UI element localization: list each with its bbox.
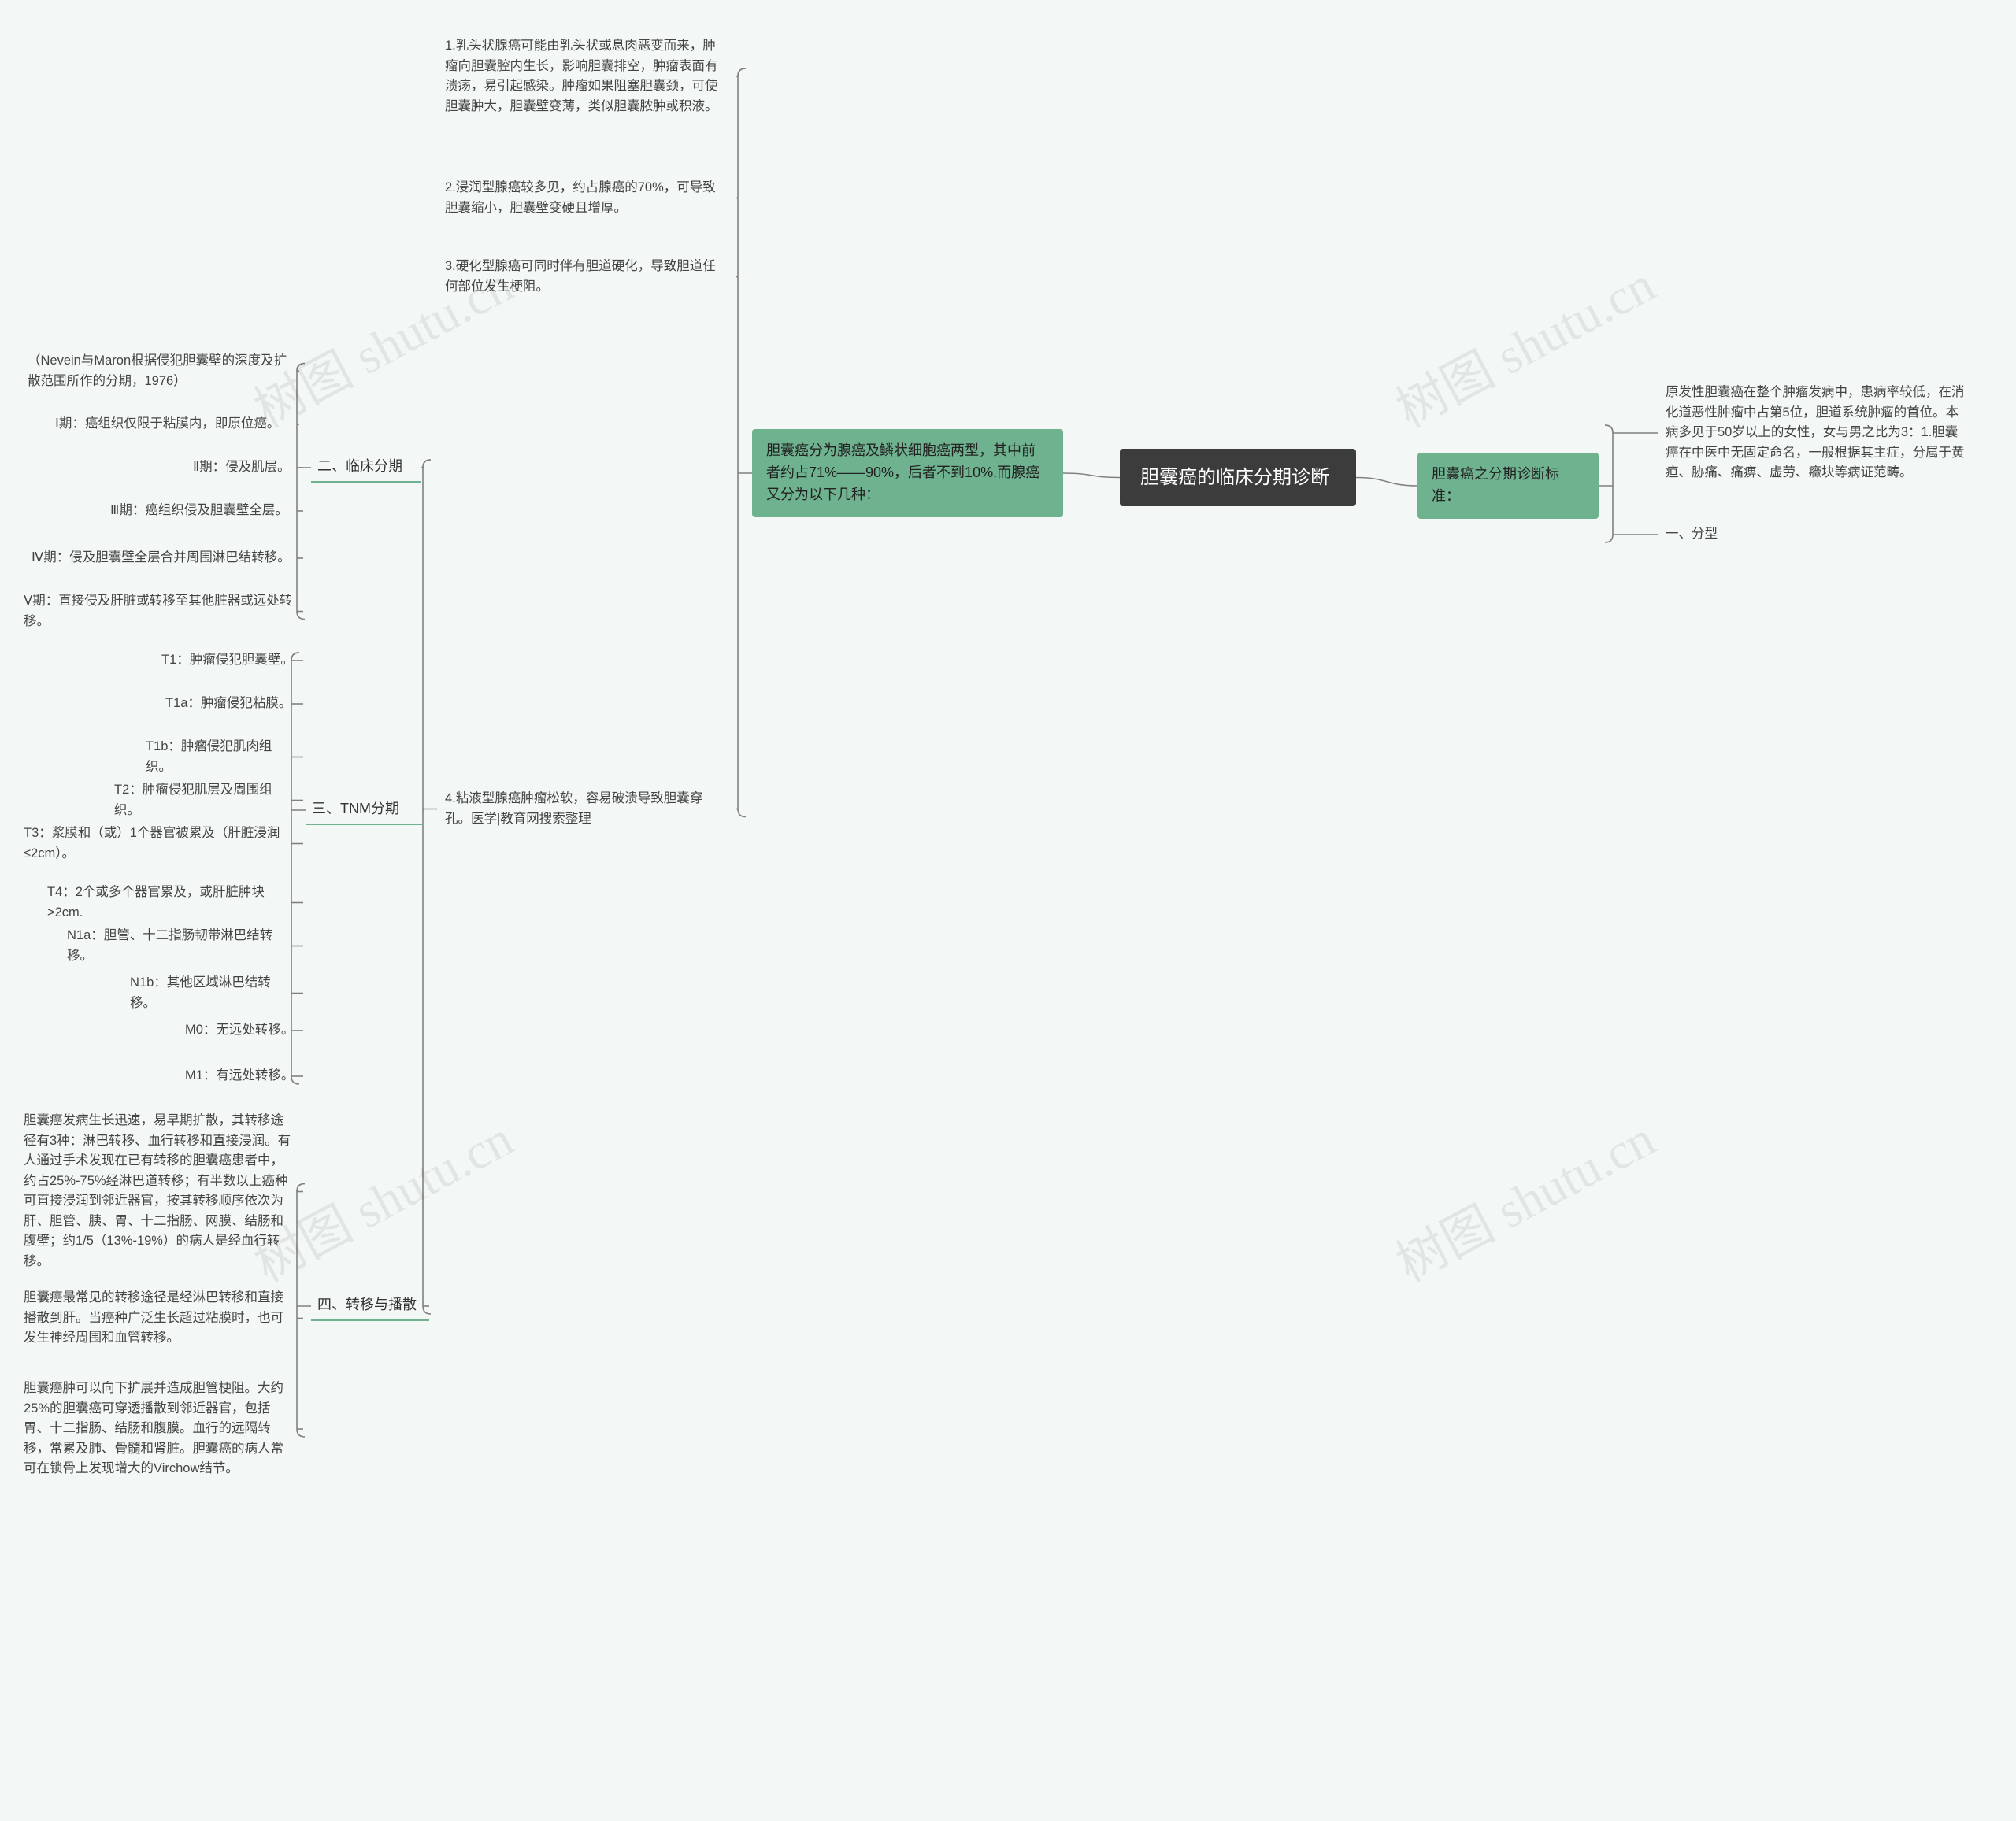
mindmap-node-r1b[interactable]: 一、分型 — [1658, 520, 1752, 550]
mindmap-node-root[interactable]: 胆囊癌的临床分期诊断 — [1120, 449, 1356, 506]
mindmap-node-s2b[interactable]: Ⅰ期：癌组织仅限于粘膜内，即原位癌。 — [47, 409, 299, 439]
mindmap-node-s4[interactable]: 四、转移与播散 — [311, 1291, 429, 1321]
mindmap-node-l1c[interactable]: 3.硬化型腺癌可同时伴有胆道硬化，导致胆道任何部位发生梗阻。 — [437, 252, 736, 302]
mindmap-node-l1d[interactable]: 4.粘液型腺癌肿瘤松软，容易破溃导致胆囊穿孔。医学|教育网搜索整理 — [437, 784, 736, 834]
mindmap-node-s2e[interactable]: Ⅳ期：侵及胆囊壁全层合并周围淋巴结转移。 — [24, 543, 303, 573]
mindmap-node-s2d[interactable]: Ⅲ期：癌组织侵及胆囊壁全层。 — [102, 496, 303, 526]
mindmap-node-r1a[interactable]: 原发性胆囊癌在整个肿瘤发病中，患病率较低，在消化道恶性肿瘤中占第5位，胆道系统肿… — [1658, 378, 1973, 488]
mindmap-node-s2[interactable]: 二、临床分期 — [311, 453, 421, 483]
mindmap-node-s2c[interactable]: Ⅱ期：侵及肌层。 — [185, 453, 303, 483]
mindmap-node-s3f[interactable]: T4：2个或多个器官累及，或肝脏肿块>2cm. — [39, 878, 303, 927]
mindmap-node-s3i[interactable]: M0：无远处转移。 — [177, 1016, 303, 1046]
mindmap-node-s3h[interactable]: N1b：其他区域淋巴结转移。 — [122, 968, 303, 1018]
mindmap-node-r1[interactable]: 胆囊癌之分期诊断标准： — [1418, 453, 1599, 519]
mindmap-node-l1b[interactable]: 2.浸润型腺癌较多见，约占腺癌的70%，可导致胆囊缩小，胆囊壁变硬且增厚。 — [437, 173, 736, 223]
mindmap-node-s3e[interactable]: T3：浆膜和（或）1个器官被累及（肝脏浸润≤2cm）。 — [16, 819, 303, 868]
mindmap-node-s3c[interactable]: T1b：肿瘤侵犯肌肉组织。 — [138, 732, 303, 782]
mindmap-node-s3d[interactable]: T2：肿瘤侵犯肌层及周围组织。 — [106, 775, 303, 825]
mindmap-node-s4a[interactable]: 胆囊癌发病生长迅速，易早期扩散，其转移途径有3种：淋巴转移、血行转移和直接浸润。… — [16, 1106, 303, 1277]
mindmap-node-s2a[interactable]: （Nevein与Maron根据侵犯胆囊壁的深度及扩散范围所作的分期，1976） — [20, 346, 299, 396]
mindmap-node-s3b[interactable]: T1a：肿瘤侵犯粘膜。 — [158, 689, 303, 719]
mindmap-node-s4c[interactable]: 胆囊癌肿可以向下扩展并造成胆管梗阻。大约25%的胆囊癌可穿透播散到邻近器官，包括… — [16, 1374, 303, 1484]
mindmap-node-s3a[interactable]: T1：肿瘤侵犯胆囊壁。 — [154, 646, 303, 675]
mindmap-node-s3[interactable]: 三、TNM分期 — [306, 795, 424, 825]
watermark: 树图 shutu.cn — [1381, 245, 1665, 442]
mindmap-node-s2f[interactable]: Ⅴ期：直接侵及肝脏或转移至其他脏器或远处转移。 — [16, 587, 303, 636]
watermark: 树图 shutu.cn — [1381, 1099, 1665, 1296]
mindmap-node-s3g[interactable]: N1a：胆管、十二指肠韧带淋巴结转移。 — [59, 921, 303, 971]
mindmap-node-l1a[interactable]: 1.乳头状腺癌可能由乳头状或息肉恶变而来，肿瘤向胆囊腔内生长，影响胆囊排空，肿瘤… — [437, 31, 736, 121]
mindmap-node-l1[interactable]: 胆囊癌分为腺癌及鳞状细胞癌两型，其中前者约占71%——90%，后者不到10%.而… — [752, 429, 1063, 517]
mindmap-node-s3j[interactable]: M1：有远处转移。 — [177, 1061, 303, 1091]
mindmap-node-s4b[interactable]: 胆囊癌最常见的转移途径是经淋巴转移和直接播散到肝。当癌种广泛生长超过粘膜时，也可… — [16, 1283, 303, 1353]
